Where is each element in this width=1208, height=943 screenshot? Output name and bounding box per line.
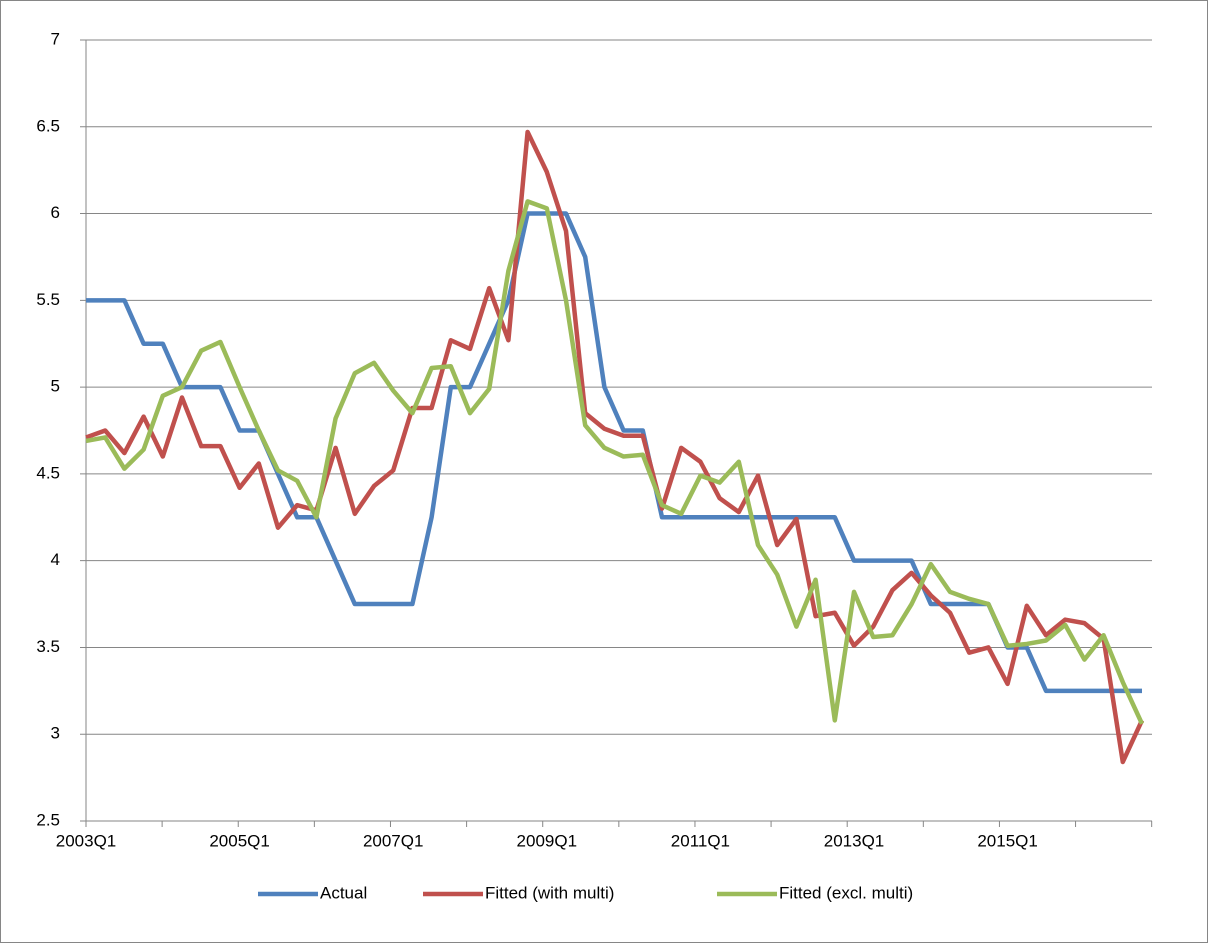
x-tick-label: 2015Q1 [977, 831, 1038, 850]
x-tick-label: 2009Q1 [517, 831, 578, 850]
series-line [85, 199, 1145, 725]
x-tick-label: 2007Q1 [363, 831, 424, 850]
y-tick-label: 4 [51, 550, 60, 569]
legend-label: Fitted (excl. multi) [779, 883, 913, 902]
y-tick-label: 5.5 [36, 290, 60, 309]
x-tick-label: 2005Q1 [209, 831, 270, 850]
legend-label: Fitted (with multi) [485, 883, 614, 902]
y-tick-label: 6 [51, 203, 60, 222]
y-tick-label: 7 [51, 29, 60, 48]
y-tick-label: 4.5 [36, 463, 60, 482]
x-tick-label: 2003Q1 [56, 831, 117, 850]
y-tick-label: 3 [51, 724, 60, 743]
y-tick-label: 5 [51, 377, 60, 396]
x-tick-label: 2011Q1 [671, 831, 730, 850]
x-tick-label: 2013Q1 [824, 831, 885, 850]
series-line [85, 129, 1145, 765]
y-tick-label: 3.5 [36, 637, 60, 656]
y-tick-label: 2.5 [36, 810, 60, 829]
y-tick-label: 6.5 [36, 116, 60, 135]
legend-label: Actual [320, 883, 367, 902]
